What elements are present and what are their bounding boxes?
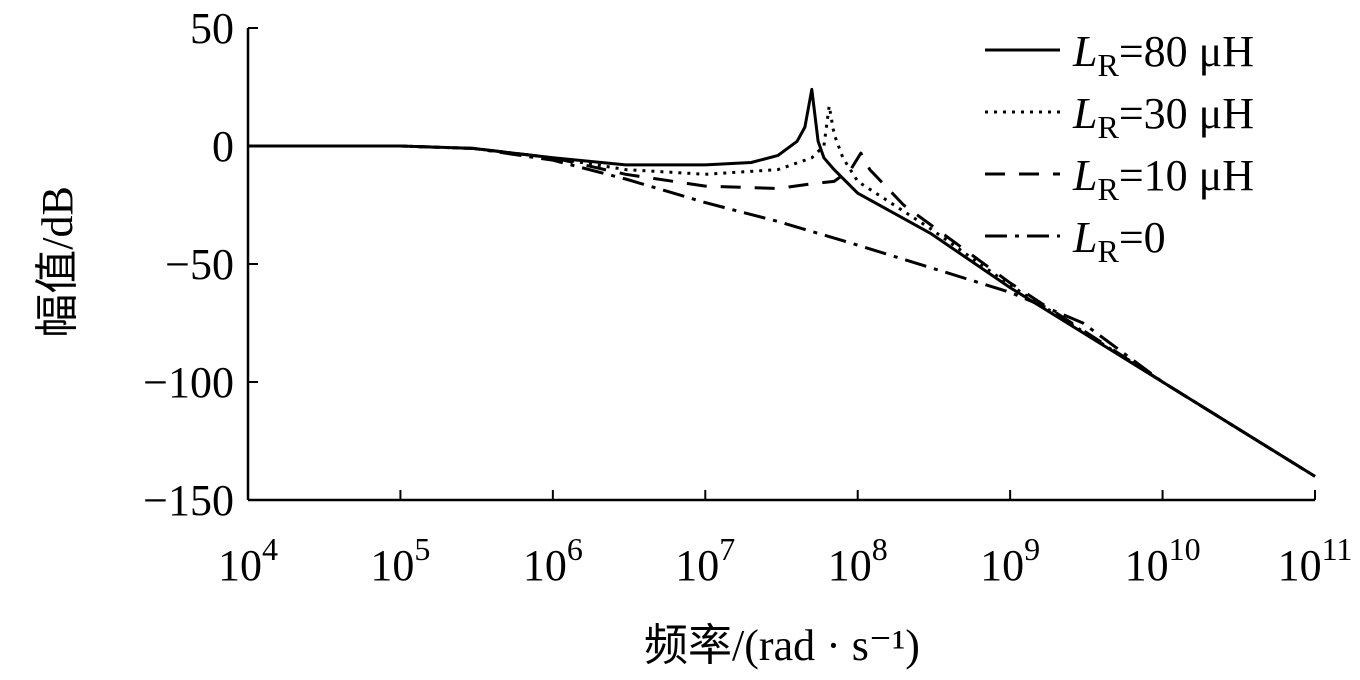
x-tick-base: 10 (370, 541, 414, 590)
x-tick-label: 105 (370, 531, 430, 590)
legend-label-subscript: R (1097, 47, 1119, 83)
x-tick-label: 108 (828, 531, 888, 590)
legend-label-symbol: L (1072, 27, 1097, 76)
legend-label: LR=10 μH (1072, 151, 1254, 207)
x-tick-exponent: 5 (414, 531, 430, 567)
legend-label: LR=0 (1072, 213, 1166, 269)
x-tick-base: 10 (828, 541, 872, 590)
legend-label-subscript: R (1097, 233, 1119, 269)
x-tick-base: 10 (1278, 541, 1322, 590)
legend-label-value: =0 (1119, 213, 1166, 262)
legend-label: LR=80 μH (1072, 27, 1254, 83)
x-tick-exponent: 6 (567, 531, 583, 567)
y-tick-label: −100 (143, 358, 234, 407)
x-tick-exponent: 4 (262, 531, 278, 567)
x-tick-exponent: 11 (1322, 531, 1353, 567)
x-tick-exponent: 9 (1024, 531, 1040, 567)
x-tick-exponent: 7 (719, 531, 735, 567)
legend-label-symbol: L (1072, 213, 1097, 262)
x-tick-label: 107 (675, 531, 735, 590)
x-tick-exponent: 8 (872, 531, 888, 567)
y-tick-label: −50 (165, 240, 234, 289)
series-line-2 (248, 144, 1316, 478)
x-tick-label: 1010 (1125, 531, 1201, 590)
legend-label-subscript: R (1097, 109, 1119, 145)
series-line-0 (248, 87, 1316, 478)
y-tick-label: 50 (190, 4, 234, 53)
x-tick-base: 10 (1125, 541, 1169, 590)
x-tick-base: 10 (523, 541, 567, 590)
legend-label-symbol: L (1072, 151, 1097, 200)
legend-label: LR=30 μH (1072, 89, 1254, 145)
legend-label-value: =80 μH (1119, 27, 1254, 76)
legend-label-subscript: R (1097, 171, 1119, 207)
x-axis-label: 频率/(rad · s⁻¹) (644, 621, 920, 670)
x-tick-base: 10 (675, 541, 719, 590)
x-tick-label: 104 (218, 531, 278, 590)
series-line-3 (248, 144, 1316, 478)
legend-label-value: =10 μH (1119, 151, 1254, 200)
x-tick-base: 10 (218, 541, 262, 590)
x-tick-label: 109 (980, 531, 1040, 590)
x-tick-exponent: 10 (1169, 531, 1201, 567)
y-tick-label: 0 (212, 122, 234, 171)
x-tick-label: 1011 (1278, 531, 1353, 590)
legend-label-value: =30 μH (1119, 89, 1254, 138)
x-tick-base: 10 (980, 541, 1024, 590)
legend-label-symbol: L (1072, 89, 1097, 138)
series-layer (248, 87, 1316, 478)
y-tick-label: −150 (143, 476, 234, 525)
y-axis-label: 幅值/dB (33, 186, 82, 338)
x-tick-label: 106 (523, 531, 583, 590)
